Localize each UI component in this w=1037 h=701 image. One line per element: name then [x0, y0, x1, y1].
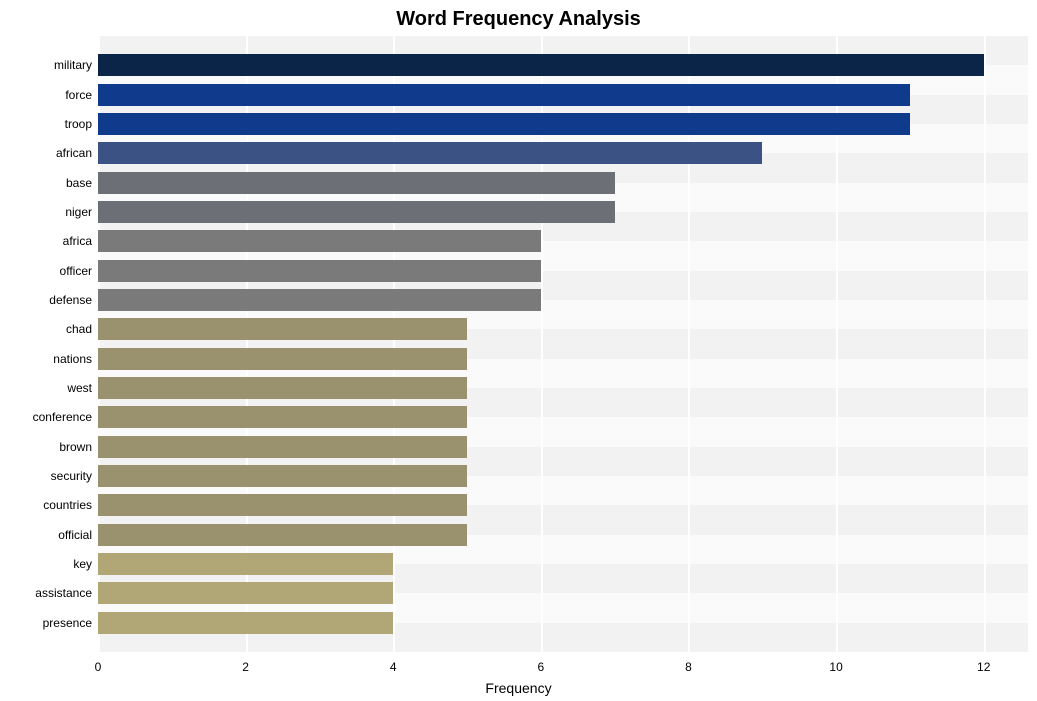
bar [98, 348, 467, 370]
x-tick-label: 4 [390, 660, 397, 674]
bar [98, 436, 467, 458]
y-tick-label: west [67, 381, 92, 395]
x-tick-label: 10 [829, 660, 842, 674]
x-tick-label: 8 [685, 660, 692, 674]
chart-container: Word Frequency Analysis Frequency milita… [0, 0, 1037, 701]
bar [98, 230, 541, 252]
y-tick-label: countries [43, 498, 92, 512]
bar [98, 318, 467, 340]
x-tick-label: 2 [242, 660, 249, 674]
bar [98, 54, 984, 76]
y-tick-label: chad [66, 322, 92, 336]
bar [98, 406, 467, 428]
y-tick-label: nations [53, 352, 92, 366]
bar [98, 260, 541, 282]
y-tick-label: base [66, 176, 92, 190]
y-tick-label: presence [43, 616, 92, 630]
bar [98, 582, 393, 604]
plot-area [98, 36, 1028, 652]
bar [98, 612, 393, 634]
bar [98, 524, 467, 546]
bar [98, 289, 541, 311]
gridline [984, 36, 986, 652]
y-tick-label: assistance [35, 586, 92, 600]
x-tick-label: 12 [977, 660, 990, 674]
x-tick-label: 6 [538, 660, 545, 674]
y-tick-label: africa [63, 234, 92, 248]
bar [98, 465, 467, 487]
bar [98, 113, 910, 135]
bar [98, 201, 615, 223]
bar [98, 494, 467, 516]
x-axis-label: Frequency [0, 680, 1037, 696]
y-tick-label: force [65, 88, 92, 102]
bar [98, 377, 467, 399]
y-tick-label: defense [49, 293, 92, 307]
y-tick-label: officer [60, 264, 92, 278]
y-tick-label: official [58, 528, 92, 542]
chart-title: Word Frequency Analysis [0, 8, 1037, 31]
y-tick-label: key [73, 557, 92, 571]
y-tick-label: security [51, 469, 92, 483]
y-tick-label: military [54, 58, 92, 72]
y-tick-label: niger [65, 205, 92, 219]
y-tick-label: brown [59, 440, 92, 454]
bar [98, 84, 910, 106]
y-tick-label: troop [65, 117, 92, 131]
y-tick-label: african [56, 146, 92, 160]
y-tick-label: conference [33, 410, 92, 424]
x-tick-label: 0 [95, 660, 102, 674]
bar [98, 172, 615, 194]
bar [98, 553, 393, 575]
bar [98, 142, 762, 164]
